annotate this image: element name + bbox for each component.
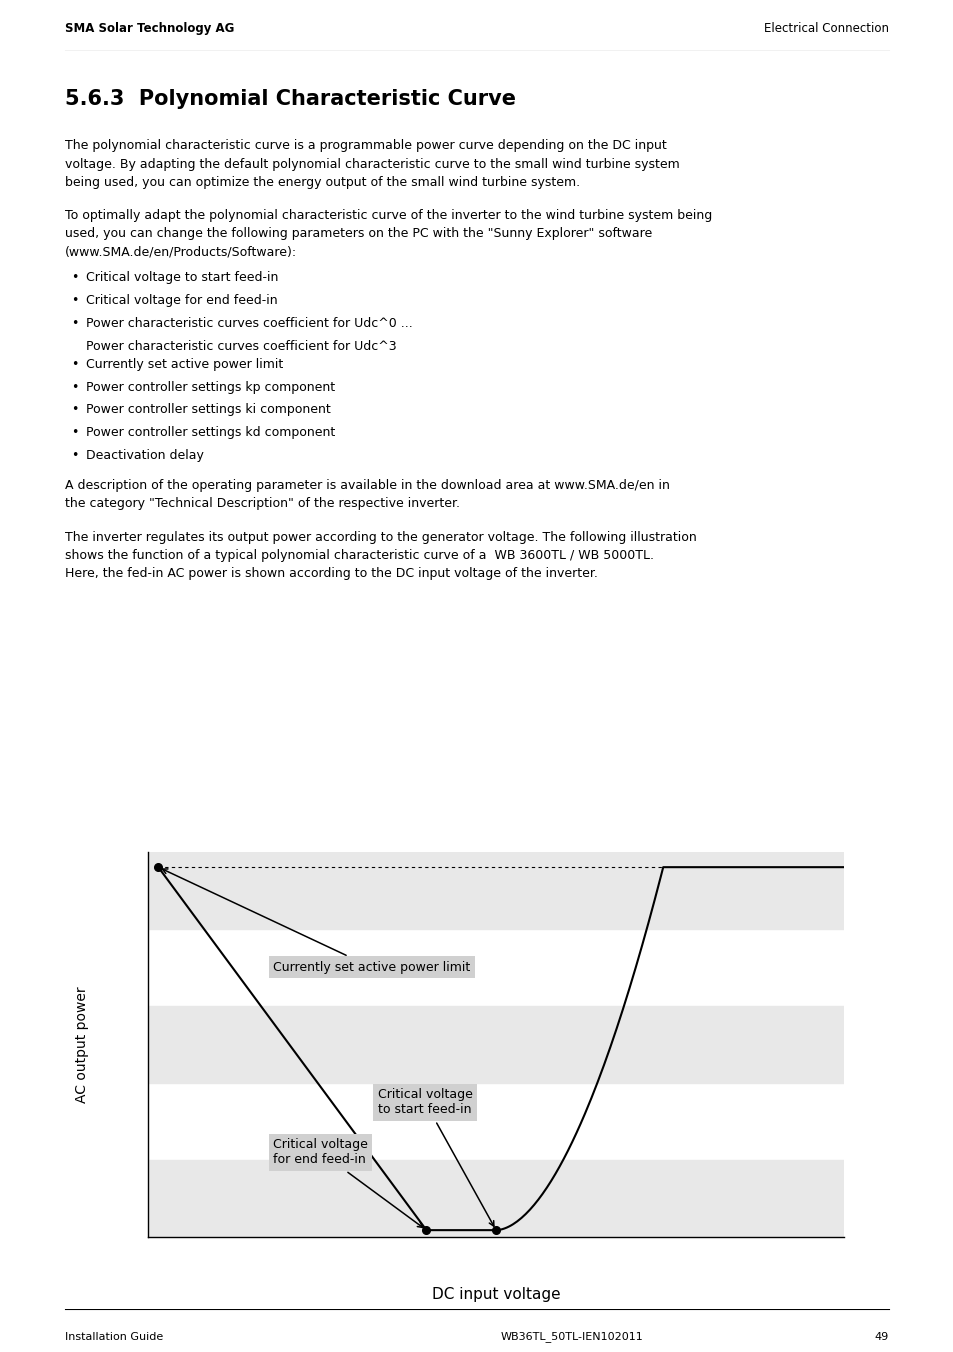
Text: Currently set active power limit: Currently set active power limit: [162, 869, 470, 973]
Text: Power controller settings kp component: Power controller settings kp component: [86, 381, 335, 393]
Text: •: •: [71, 449, 78, 462]
Text: •: •: [71, 358, 78, 370]
Text: DC input voltage: DC input voltage: [432, 1287, 559, 1302]
Text: The inverter regulates its output power according to the generator voltage. The : The inverter regulates its output power …: [65, 531, 696, 544]
Text: AC output power: AC output power: [74, 986, 89, 1103]
Text: Power controller settings kd component: Power controller settings kd component: [86, 426, 335, 439]
Text: the category "Technical Description" of the respective inverter.: the category "Technical Description" of …: [65, 498, 459, 511]
Text: Installation Guide: Installation Guide: [65, 1332, 163, 1341]
Text: (www.SMA.de/en/Products/Software):: (www.SMA.de/en/Products/Software):: [65, 246, 296, 258]
Text: •: •: [71, 381, 78, 393]
Text: voltage. By adapting the default polynomial characteristic curve to the small wi: voltage. By adapting the default polynom…: [65, 158, 679, 170]
Text: To optimally adapt the polynomial characteristic curve of the inverter to the wi: To optimally adapt the polynomial charac…: [65, 210, 711, 222]
Text: The polynomial characteristic curve is a programmable power curve depending on t: The polynomial characteristic curve is a…: [65, 139, 666, 153]
Text: •: •: [71, 272, 78, 284]
Text: Power controller settings ki component: Power controller settings ki component: [86, 403, 331, 416]
Text: Power characteristic curves coefficient for Udc^0 ...: Power characteristic curves coefficient …: [86, 316, 413, 330]
Text: Currently set active power limit: Currently set active power limit: [86, 358, 283, 370]
Text: A description of the operating parameter is available in the download area at ww: A description of the operating parameter…: [65, 479, 669, 492]
Text: Critical voltage to start feed-in: Critical voltage to start feed-in: [86, 272, 278, 284]
Text: Deactivation delay: Deactivation delay: [86, 449, 204, 462]
Bar: [148, 1160, 843, 1237]
Text: •: •: [71, 316, 78, 330]
Text: being used, you can optimize the energy output of the small wind turbine system.: being used, you can optimize the energy …: [65, 176, 579, 189]
Text: Power characteristic curves coefficient for Udc^3: Power characteristic curves coefficient …: [86, 339, 396, 353]
Text: Electrical Connection: Electrical Connection: [763, 22, 888, 35]
Text: Critical voltage for end feed-in: Critical voltage for end feed-in: [86, 295, 277, 307]
Text: Critical voltage
for end feed-in: Critical voltage for end feed-in: [273, 1138, 422, 1228]
Text: 5.6.3  Polynomial Characteristic Curve: 5.6.3 Polynomial Characteristic Curve: [65, 89, 516, 110]
Text: •: •: [71, 295, 78, 307]
Text: WB36TL_50TL-IEN102011: WB36TL_50TL-IEN102011: [500, 1332, 643, 1343]
Text: 49: 49: [874, 1332, 888, 1341]
Text: Here, the fed-in AC power is shown according to the DC input voltage of the inve: Here, the fed-in AC power is shown accor…: [65, 568, 598, 580]
Text: SMA Solar Technology AG: SMA Solar Technology AG: [65, 22, 234, 35]
Bar: [148, 852, 843, 929]
Text: •: •: [71, 403, 78, 416]
Text: used, you can change the following parameters on the PC with the "Sunny Explorer: used, you can change the following param…: [65, 227, 652, 241]
Bar: [148, 1006, 843, 1083]
Text: Critical voltage
to start feed-in: Critical voltage to start feed-in: [377, 1088, 494, 1226]
Text: shows the function of a typical polynomial characteristic curve of a  WB 3600TL : shows the function of a typical polynomi…: [65, 549, 653, 562]
Text: •: •: [71, 426, 78, 439]
